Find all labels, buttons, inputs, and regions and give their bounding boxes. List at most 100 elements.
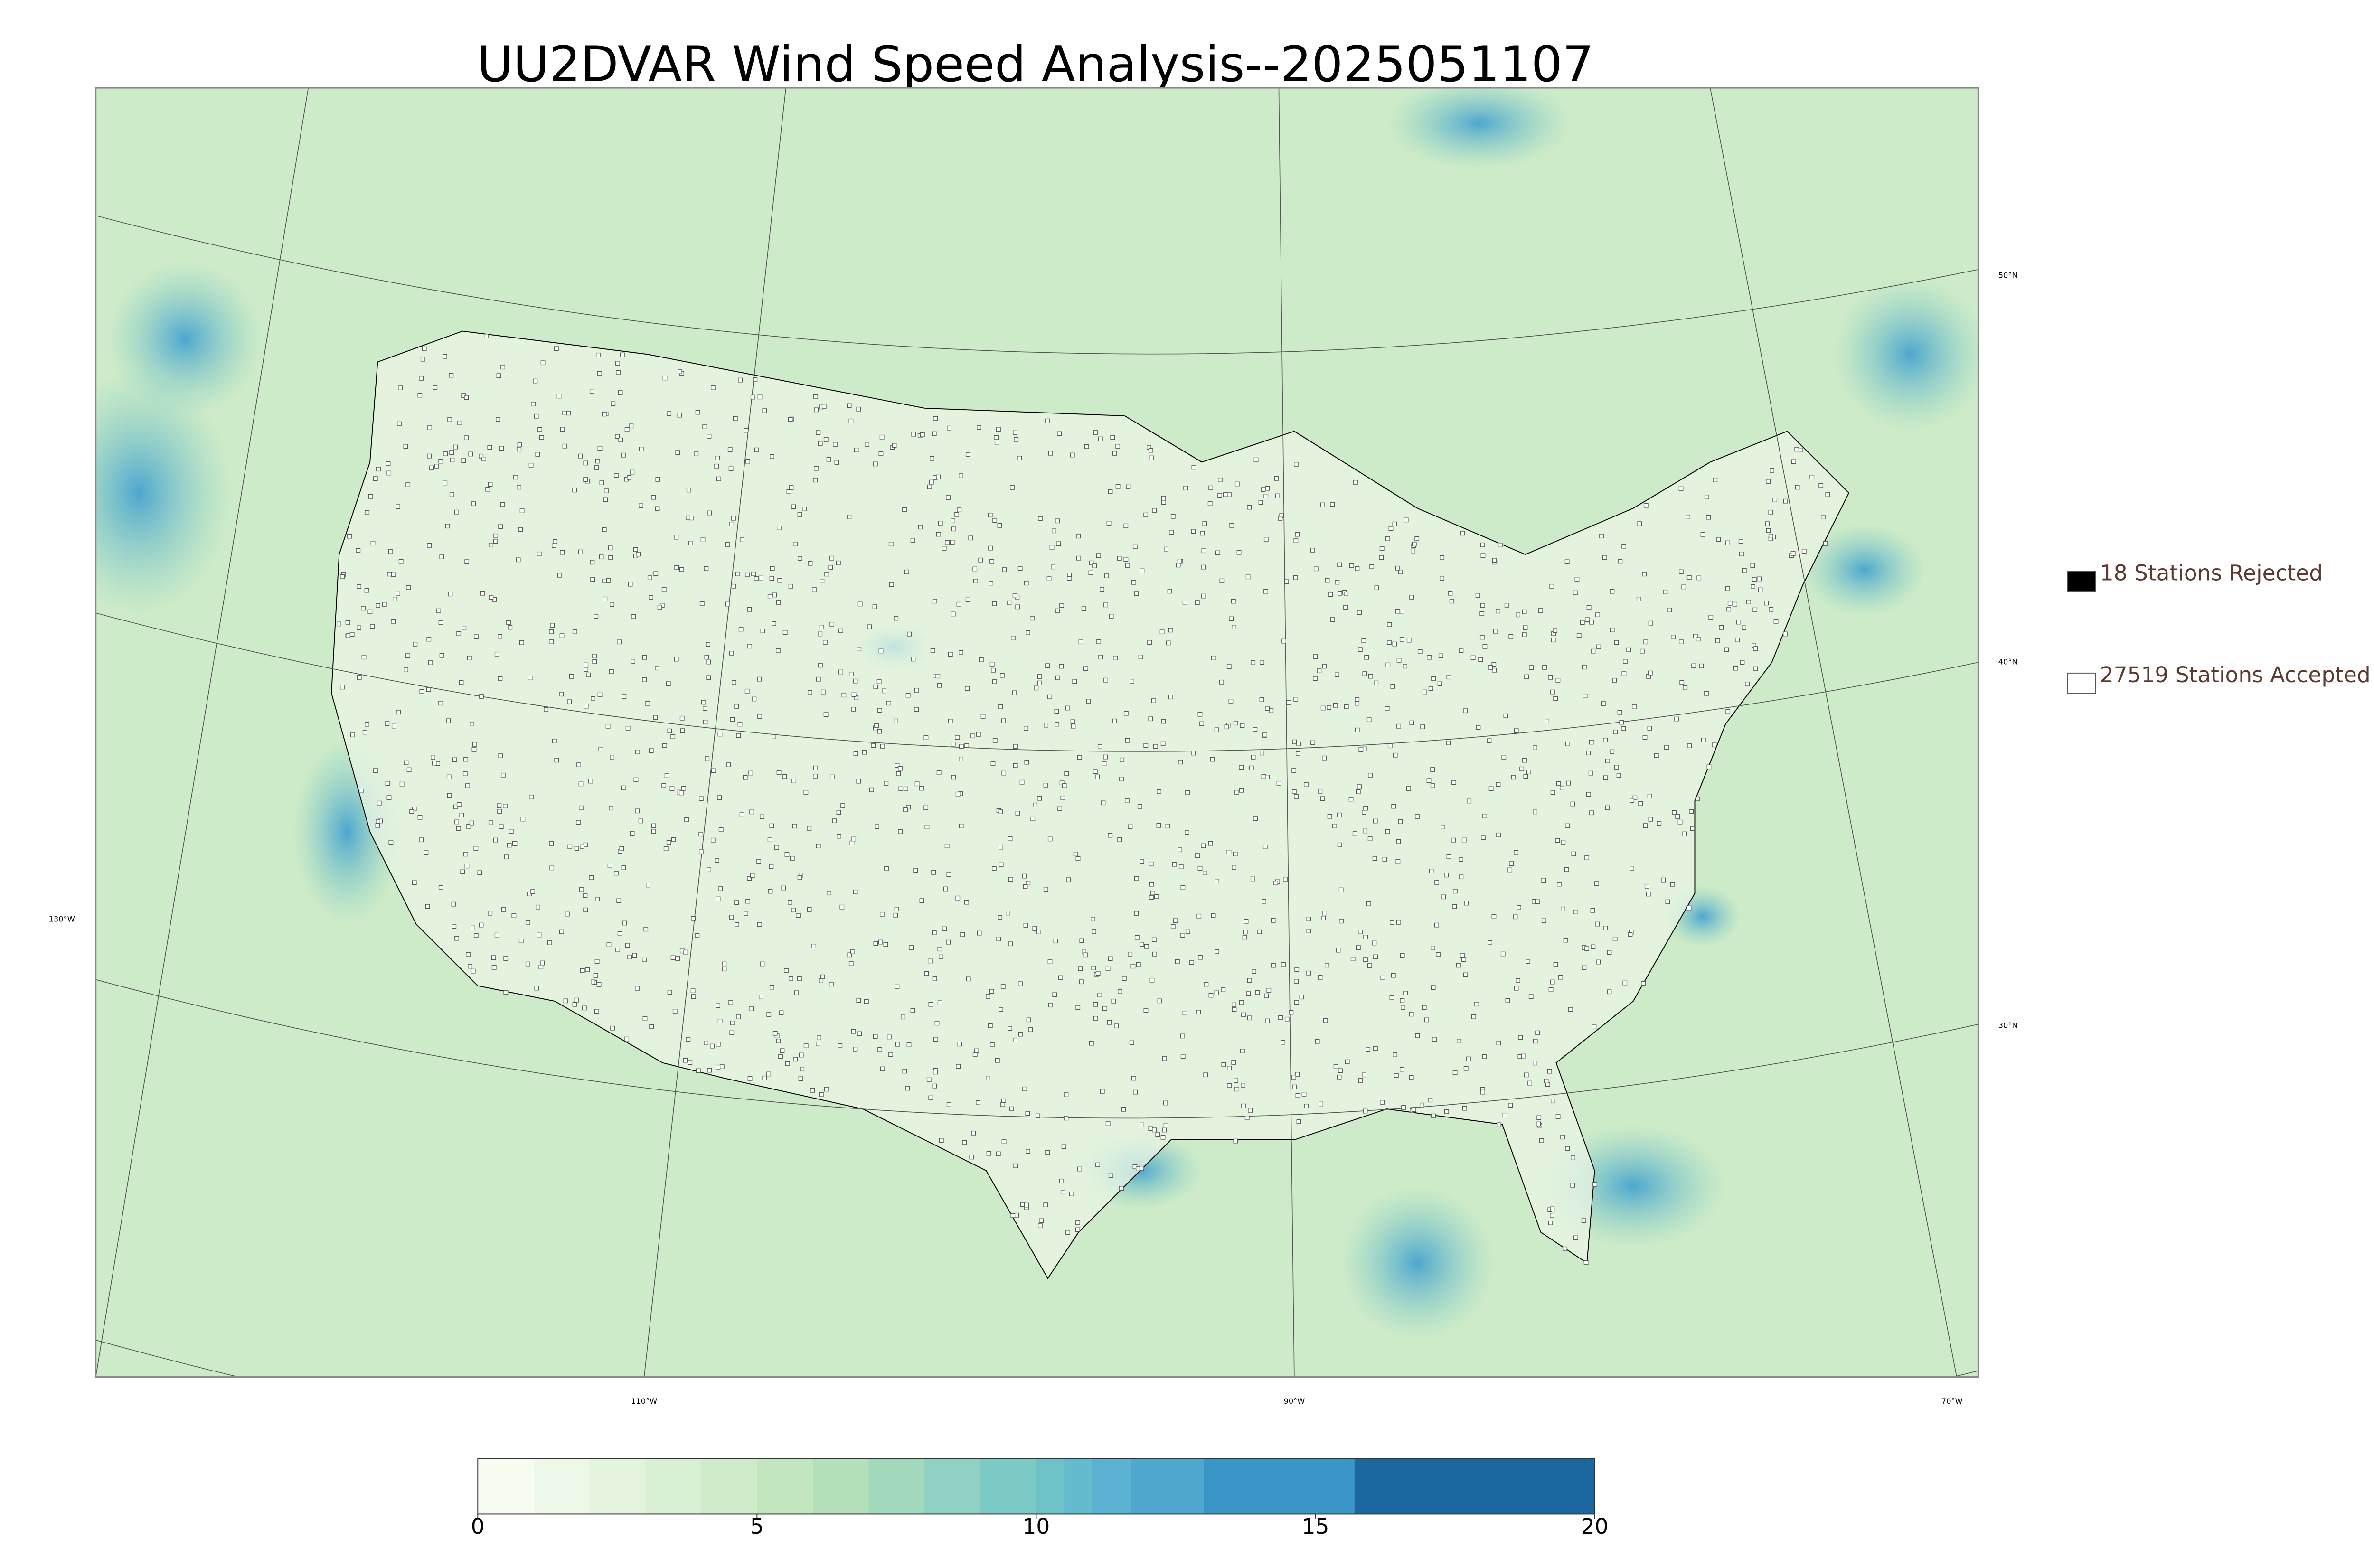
station: [578, 781, 584, 787]
station: [1570, 801, 1575, 807]
station: [1313, 566, 1319, 572]
station: [1322, 664, 1327, 669]
station: [1015, 604, 1020, 610]
station: [1262, 899, 1266, 904]
station: [1229, 523, 1234, 528]
station: [1058, 975, 1063, 980]
station: [1150, 891, 1155, 895]
station: [356, 548, 361, 553]
station: [910, 538, 915, 543]
station: [503, 990, 509, 995]
station: [574, 846, 579, 851]
station: [1367, 836, 1373, 841]
colorbar-tick-label: 10: [1023, 1514, 1050, 1539]
station: [1480, 603, 1485, 608]
station: [1426, 778, 1432, 783]
station: [1589, 810, 1594, 816]
station: [1228, 699, 1234, 704]
colorbar-bin: [757, 1458, 813, 1514]
station: [782, 774, 787, 779]
station: [930, 456, 934, 461]
station: [988, 545, 993, 551]
station: [517, 442, 522, 447]
station: [729, 651, 734, 656]
station: [1173, 918, 1178, 923]
station: [756, 859, 761, 864]
station: [686, 488, 691, 493]
station: [1681, 584, 1686, 590]
station: [584, 662, 589, 667]
station: [1701, 738, 1706, 742]
station: [819, 978, 824, 983]
station: [686, 1037, 691, 1042]
station: [1140, 1122, 1144, 1127]
station: [966, 976, 971, 982]
station: [1294, 462, 1299, 467]
station: [1143, 1008, 1149, 1013]
station: [898, 829, 903, 834]
station: [428, 660, 433, 665]
station: [1522, 632, 1527, 637]
station: [594, 465, 599, 470]
station: [757, 714, 762, 719]
station: [1412, 542, 1417, 547]
station: [578, 453, 583, 459]
station: [1420, 724, 1425, 729]
station: [1523, 625, 1528, 630]
station: [1098, 655, 1103, 660]
station: [796, 913, 801, 918]
station: [1037, 1223, 1043, 1229]
station: [649, 595, 653, 600]
station: [579, 805, 584, 810]
station: [829, 774, 835, 779]
station: [653, 715, 658, 720]
station: [459, 813, 464, 817]
station: [1109, 614, 1114, 619]
station: [527, 892, 532, 897]
station: [838, 669, 843, 675]
station: [1338, 1068, 1343, 1073]
station: [810, 1088, 815, 1093]
station: [798, 1076, 803, 1081]
station: [913, 868, 918, 873]
colorbar-bin: [1092, 1458, 1132, 1514]
station: [776, 770, 782, 775]
station: [1585, 617, 1590, 622]
station: [1062, 783, 1067, 788]
station: [1037, 796, 1042, 801]
station: [1414, 536, 1420, 541]
station: [1072, 679, 1077, 684]
station: [590, 577, 595, 582]
station: [409, 809, 414, 814]
station: [914, 781, 920, 787]
station: [1764, 601, 1769, 606]
station: [457, 420, 462, 425]
station: [1382, 857, 1387, 862]
station: [472, 742, 477, 747]
station: [491, 965, 497, 970]
station: [387, 572, 392, 577]
station: [1415, 814, 1420, 819]
station: [657, 605, 662, 610]
station: [426, 687, 431, 692]
station: [933, 416, 938, 421]
station: [1452, 904, 1457, 909]
station: [1043, 1202, 1048, 1207]
station: [828, 565, 833, 570]
station: [1201, 548, 1206, 554]
station: [1768, 509, 1773, 515]
station: [470, 722, 474, 727]
station: [501, 907, 506, 912]
station: [1518, 1035, 1523, 1040]
station: [496, 373, 501, 378]
station: [848, 961, 854, 966]
station: [700, 537, 706, 543]
station: [788, 417, 793, 422]
station: [565, 911, 570, 917]
station: [1125, 738, 1130, 743]
station: [739, 812, 744, 817]
station: [631, 659, 635, 664]
station: [1227, 492, 1232, 498]
station: [1344, 592, 1349, 596]
station: [1262, 732, 1267, 737]
